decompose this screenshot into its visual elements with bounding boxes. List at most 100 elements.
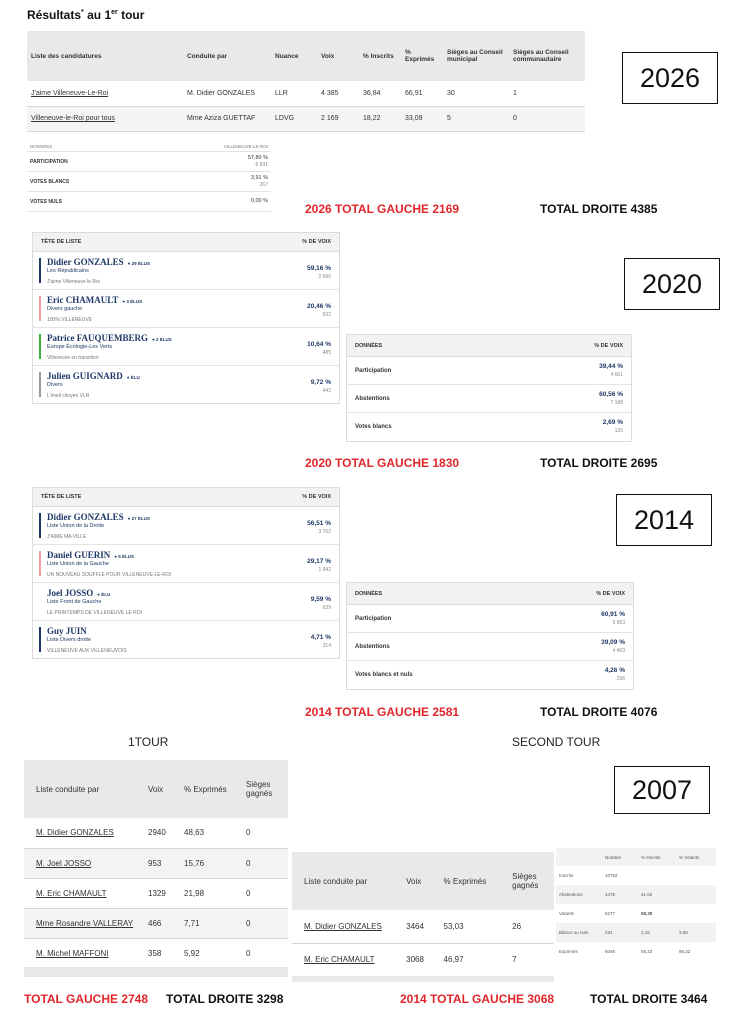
stats-label: VOTES BLANCS xyxy=(30,178,70,185)
candidate-card[interactable]: Eric CHAMAULT ● 3 ÉLUS Divers gauche 100%… xyxy=(33,290,339,328)
data-label: Participation xyxy=(355,367,392,374)
data-pct: 2,69 % xyxy=(602,419,623,426)
page-title: Résultats* au 1er tour xyxy=(27,8,145,22)
cell: 1329 xyxy=(142,878,178,909)
table-footer xyxy=(24,967,288,977)
cell: Blancs ou nuls xyxy=(556,923,602,942)
vote-pct: 59,16 % xyxy=(307,265,331,272)
list-link[interactable]: J'aime Villeneuve-Le-Roi xyxy=(27,81,183,107)
data-label: Participation xyxy=(355,615,392,622)
cell: 41,62 xyxy=(638,885,676,904)
cell xyxy=(676,885,716,904)
elected-badge: ● 5 ÉLUS xyxy=(114,554,134,559)
data-row: Abstentions 60,56 % 7 188 xyxy=(347,385,631,413)
col-header: Sièges au Conseil communautaire xyxy=(509,31,585,81)
list-link[interactable]: M. Joel JOSSO xyxy=(24,848,142,879)
data-row: Abstentions 39,09 % 4 463 xyxy=(347,633,633,661)
tour1-label: 1TOUR xyxy=(128,735,169,749)
vote-count: 932 xyxy=(322,312,331,318)
candidate-name: Julien GUIGNARD xyxy=(47,371,123,381)
cell: 15,76 xyxy=(178,848,240,879)
cell xyxy=(676,866,716,885)
elected-badge: ● 29 ÉLUS xyxy=(127,261,150,266)
stats-header-label: VILLENEUVE-LE-ROI xyxy=(223,144,268,149)
list-link[interactable]: M. Didier GONZALES xyxy=(24,818,142,849)
total-droite-2014: TOTAL DROITE 4076 xyxy=(540,705,658,719)
cell: LLR xyxy=(271,81,317,107)
cell: 1 xyxy=(509,81,585,107)
total-gauche-2020: 2020 TOTAL GAUCHE 1830 xyxy=(305,456,460,470)
cell: 5 xyxy=(443,106,509,132)
stats-count: 6 831 xyxy=(255,161,268,168)
panel-header-label: TÊTE DE LISTE xyxy=(41,239,82,245)
cell: 6046 xyxy=(605,949,616,954)
stats-row: Votants 6277 58,38 xyxy=(556,904,716,923)
stats-label: PARTICIPATION xyxy=(30,158,68,165)
year-label-2014: 2014 xyxy=(616,494,712,546)
list-link[interactable]: M. Didier GONZALES xyxy=(292,910,401,944)
stats-table-2007: Nombre % Inscrits % Votants Inscrits 107… xyxy=(556,848,716,961)
stats-row: Exprimés 6046 56,23 96,32 xyxy=(556,942,716,961)
candidate-name: Joel JOSSO xyxy=(47,588,94,598)
stats-header: DONNÉES VILLENEUVE-LE-ROI xyxy=(27,142,271,152)
cell: 5,92 xyxy=(178,938,240,969)
data-count: 6 953 xyxy=(612,619,625,626)
stats-pct: 57,80 % xyxy=(247,154,268,161)
candidate-list-name: J'aime Villeneuve le Roi xyxy=(47,279,100,285)
data-label: Abstentions xyxy=(355,395,390,402)
col-header: Conduite par xyxy=(183,31,271,81)
data-pct: 60,56 % xyxy=(599,390,623,398)
results-table-2026: Liste des candidatures Conduite par Nuan… xyxy=(27,31,585,132)
panel-header: TÊTE DE LISTE % DE VOIX xyxy=(33,233,339,252)
candidate-card[interactable]: Joel JOSSO ● ÉLU Liste Front de Gauche LE… xyxy=(33,583,339,621)
candidate-card[interactable]: Didier GONZALES ● 27 ÉLUS Liste Union de … xyxy=(33,507,339,545)
panel-header: DONNÉES % DE VOIX xyxy=(347,583,633,605)
col-header: % Votants xyxy=(676,848,716,866)
candidate-card[interactable]: Julien GUIGNARD ● ÉLU Divers L'éveil cito… xyxy=(33,366,339,403)
candidate-card[interactable]: Didier GONZALES ● 29 ÉLUS Les Républicain… xyxy=(33,252,339,290)
candidate-list-name: 100% VILLENEUVE xyxy=(47,317,93,323)
list-link[interactable]: M. Eric CHAMAULT xyxy=(24,878,142,909)
data-pct: 60,91 % xyxy=(601,610,625,618)
data-pct: 4,26 % xyxy=(604,667,625,674)
col-header: % Inscrits xyxy=(638,848,676,866)
cell: 7,71 xyxy=(178,908,240,939)
candidate-list-name: VILLENEUVE AUX VILLENEUVOIS xyxy=(47,648,127,654)
list-link[interactable]: M. Eric CHAMAULT xyxy=(292,943,401,977)
total-droite-2020: TOTAL DROITE 2695 xyxy=(540,456,658,470)
vote-count: 3 762 xyxy=(318,529,331,535)
stats-label: VOTES NULS xyxy=(30,198,62,205)
cell: 48,63 xyxy=(178,818,240,849)
cell: 53,03 xyxy=(437,910,507,944)
candidate-card[interactable]: Patrice FAUQUEMBERG ● 2 ÉLUS Europe Écolo… xyxy=(33,328,339,366)
party-color-bar xyxy=(39,551,41,576)
candidate-name: Patrice FAUQUEMBERG xyxy=(47,333,149,343)
vote-count: 485 xyxy=(322,350,331,356)
list-link[interactable]: M. Michel MAFFONI xyxy=(24,938,142,969)
elected-badge: ● 27 ÉLUS xyxy=(127,516,150,521)
total-droite-2007-tour2: TOTAL DROITE 3464 xyxy=(590,992,708,1006)
elected-badge: ● 2 ÉLUS xyxy=(152,337,172,342)
col-header: Nombre xyxy=(602,848,638,866)
list-link[interactable]: Villeneuve-le-Roi pour tous xyxy=(27,106,183,132)
col-header: % Exprimés xyxy=(178,760,240,818)
cell: 358 xyxy=(142,938,178,969)
list-link[interactable]: Mme Rosandre VALLERAY xyxy=(24,908,142,939)
col-header: Voix xyxy=(317,31,359,81)
candidate-name: Eric CHAMAULT xyxy=(47,295,119,305)
cell: 0 xyxy=(240,938,288,969)
col-header: % Exprimés xyxy=(437,852,507,910)
vote-pct: 10,64 % xyxy=(307,341,331,348)
data-panel-2020: DONNÉES % DE VOIX Participation 39,44 % 4… xyxy=(346,334,632,442)
cell: 3,68 xyxy=(676,923,716,942)
cell: 466 xyxy=(142,908,178,939)
stats-row: PARTICIPATION 57,80 % 6 831 xyxy=(27,152,271,172)
candidate-card[interactable]: Daniel GUERIN ● 5 ÉLUS Liste Union de la … xyxy=(33,545,339,583)
cell: 46,97 xyxy=(437,943,507,977)
col-header: Nuance xyxy=(271,31,317,81)
candidate-card[interactable]: Guy JUIN Liste Divers droite VILLENEUVE … xyxy=(33,621,339,658)
table-row: M. Eric CHAMAULT 3068 46,97 7 xyxy=(292,943,554,977)
panel-header: DONNÉES % DE VOIX xyxy=(347,335,631,357)
col-header: Sièges gagnés xyxy=(506,852,554,910)
cell: 36,84 xyxy=(359,81,401,107)
